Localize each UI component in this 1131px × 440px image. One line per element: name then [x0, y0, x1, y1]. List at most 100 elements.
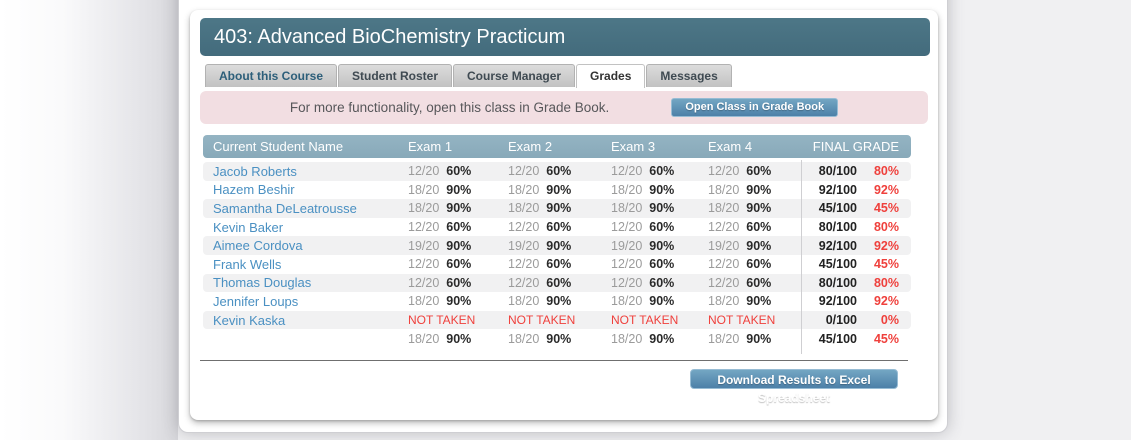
table-row: Frank Wells 12/20 60% 12/20 60% 12/20 60% 12/20… [203, 255, 911, 274]
column-header: Current Student Name [213, 139, 344, 154]
tab-about-this-course[interactable]: About this Course [205, 64, 337, 87]
exam-percent: 60% [446, 220, 472, 235]
gradebook-banner: For more functionality, open this class … [200, 91, 928, 124]
exam-fraction: 12/20 [708, 257, 740, 272]
exam-fraction: 12/20 [508, 257, 540, 272]
exam-score: 19/20 90% [408, 239, 508, 253]
tab-messages[interactable]: Messages [646, 64, 732, 87]
exam-score: 18/20 90% [611, 294, 708, 308]
student-name-cell: Thomas Douglas [203, 275, 408, 290]
column-header: FINAL GRADE [812, 139, 899, 154]
tab-course-manager[interactable]: Course Manager [453, 64, 576, 87]
exam-percent: 60% [546, 220, 572, 235]
exam-percent: 90% [546, 331, 572, 346]
exam-percent: 60% [446, 257, 472, 272]
exam-fraction: 19/20 [508, 238, 540, 253]
exam-percent: 60% [649, 275, 675, 290]
exam-score: 18/20 90% [408, 294, 508, 308]
not-taken-label: NOT TAKEN [708, 313, 776, 328]
exam-percent: 90% [649, 294, 675, 309]
exam-fraction: 18/20 [408, 201, 440, 216]
grades-table: Current Student Name Exam 1 Exam 2 Exam 3 Ex… [203, 135, 911, 348]
final-grade-cell: 92/100 92% [801, 239, 911, 253]
exam-percent: 60% [746, 257, 772, 272]
exam-percent: 90% [546, 238, 572, 253]
not-taken-label: NOT TAKEN [408, 313, 476, 328]
exam-score: 18/20 90% [408, 201, 508, 215]
final-grade-percent: 45% [873, 331, 899, 346]
exam-score: 12/20 60% [508, 276, 611, 290]
final-grade-percent: 92% [873, 294, 899, 309]
exam-score: 18/20 90% [408, 332, 508, 346]
exam-score: 18/20 90% [408, 183, 508, 197]
student-name-link[interactable]: Jennifer Loups [213, 293, 299, 309]
exam-score: 12/20 60% [708, 276, 801, 290]
exam-percent: 90% [746, 331, 772, 346]
exam-percent: 90% [546, 201, 572, 216]
exam-score: 12/20 60% [408, 220, 508, 234]
exam-percent: 90% [746, 294, 772, 309]
exam-fraction: 18/20 [708, 201, 740, 216]
table-row: 18/20 90% 18/20 90% 18/20 90% 18/20 90% 45/100 45… [203, 329, 911, 348]
column-header: Exam 3 [611, 139, 656, 154]
student-name-link[interactable]: Thomas Douglas [213, 275, 312, 291]
exam-fraction: 18/20 [408, 182, 440, 197]
page-title: 403: Advanced BioChemistry Practicum [214, 26, 566, 48]
final-grade-cell: 45/100 45% [801, 201, 911, 215]
table-row: Jacob Roberts 12/20 60% 12/20 60% 12/20 60% 12/… [203, 162, 911, 181]
exam-fraction: 18/20 [611, 331, 643, 346]
student-name-cell: Frank Wells [203, 257, 408, 272]
exam-score: 12/20 60% [611, 276, 708, 290]
exam-percent: 90% [546, 182, 572, 197]
exam-score: 12/20 60% [508, 257, 611, 271]
exam-fraction: 12/20 [508, 275, 540, 290]
student-name-link[interactable]: Kevin Baker [213, 219, 284, 235]
final-grade-fraction: 80/100 [818, 164, 857, 179]
final-grade-percent: 80% [873, 220, 899, 235]
student-name-link[interactable]: Hazem Beshir [213, 182, 295, 198]
student-name-cell: Jennifer Loups [203, 294, 408, 309]
final-grade-cell: 92/100 92% [801, 183, 911, 197]
exam-fraction: 12/20 [708, 220, 740, 235]
student-name-cell: Kevin Kaska [203, 313, 408, 328]
tab-grades[interactable]: Grades [576, 64, 646, 88]
student-name-link[interactable]: Frank Wells [213, 256, 282, 272]
exam-percent: 60% [746, 275, 772, 290]
final-grade-cell: 80/100 80% [801, 164, 911, 178]
table-row: Hazem Beshir 18/20 90% 18/20 90% 18/20 90% 18/2… [203, 181, 911, 200]
exam-fraction: 12/20 [408, 257, 440, 272]
exam-score: NOT TAKEN [408, 313, 508, 327]
exam-fraction: 12/20 [611, 275, 643, 290]
exam-score: 18/20 90% [708, 183, 801, 197]
table-row: Kevin Kaska NOT TAKEN NOT TAKEN NOT TAKEN NO… [203, 310, 911, 330]
open-gradebook-button[interactable]: Open Class in Grade Book [671, 98, 839, 117]
exam-score: 18/20 90% [508, 201, 611, 215]
student-name-link[interactable]: Jacob Roberts [213, 163, 297, 179]
tab-student-roster[interactable]: Student Roster [338, 64, 453, 87]
page-background-gradient [0, 0, 178, 440]
exam-percent: 90% [746, 182, 772, 197]
student-name-cell: Aimee Cordova [203, 238, 408, 253]
exam-score: 12/20 60% [708, 220, 801, 234]
final-grade-cell: 80/100 80% [801, 220, 911, 234]
student-name-link[interactable]: Aimee Cordova [213, 238, 303, 254]
exam-fraction: 18/20 [508, 182, 540, 197]
final-grade-fraction: 92/100 [818, 182, 857, 197]
table-body: Jacob Roberts 12/20 60% 12/20 60% 12/20 60% 12/… [203, 162, 911, 348]
download-excel-button[interactable]: Download Results to Excel Spreadsheet [690, 369, 898, 405]
final-grade-fraction: 0/100 [825, 313, 857, 328]
exam-percent: 90% [746, 201, 772, 216]
exam-score: 18/20 90% [708, 201, 801, 215]
table-row: Samantha DeLeatrousse 18/20 90% 18/20 90% 18/… [203, 199, 911, 218]
exam-percent: 90% [446, 182, 472, 197]
student-name-link[interactable]: Samantha DeLeatrousse [213, 200, 357, 216]
exam-fraction: 12/20 [708, 275, 740, 290]
exam-score: NOT TAKEN [508, 313, 611, 327]
exam-fraction: 18/20 [708, 182, 740, 197]
table-row: Jennifer Loups 18/20 90% 18/20 90% 18/20 90% 18… [203, 292, 911, 311]
student-name-link[interactable]: Kevin Kaska [213, 312, 286, 328]
exam-fraction: 19/20 [408, 238, 440, 253]
exam-fraction: 12/20 [611, 257, 643, 272]
student-name-cell: Kevin Baker [203, 220, 408, 235]
final-grade-fraction: 45/100 [818, 257, 857, 272]
